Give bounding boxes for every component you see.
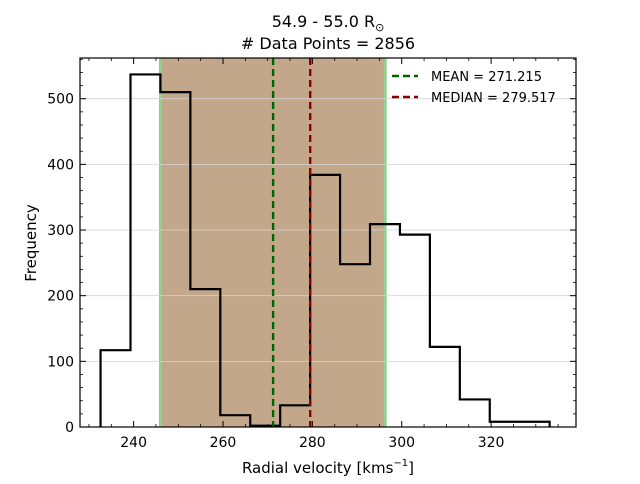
title-range: 54.9 - 55.0 R [272, 12, 375, 31]
x-tick-label: 300 [388, 435, 415, 451]
y-tick-label: 400 [47, 157, 74, 173]
y-tick-label: 0 [65, 420, 74, 436]
ticks-layer: 240 260 280 300 320 0 100 200 300 400 500 [47, 58, 576, 451]
y-tick-label: 300 [47, 223, 74, 239]
y-tick-label: 200 [47, 289, 74, 305]
chart-title-line1: 54.9 - 55.0 R⊙ [272, 12, 385, 34]
histogram-bin [400, 235, 430, 427]
x-axis-label: Radial velocity [kms−1] [242, 458, 414, 477]
x-tick-label: 280 [299, 435, 326, 451]
x-axis-label-sup: −1 [393, 458, 408, 469]
x-tick-label: 320 [478, 435, 505, 451]
legend-median-label: MEDIAN = 279.517 [431, 91, 556, 106]
y-tick-label: 100 [47, 354, 74, 370]
legend: MEAN = 271.215 MEDIAN = 279.517 [392, 70, 556, 106]
histogram-bin [460, 399, 490, 427]
legend-mean-label: MEAN = 271.215 [431, 70, 542, 85]
chart-title-line2: # Data Points = 2856 [241, 34, 415, 53]
plot-frame [79, 57, 577, 428]
sun-symbol: ⊙ [375, 21, 384, 34]
x-tick-label: 260 [210, 435, 237, 451]
x-axis-label-end: ] [408, 459, 414, 477]
stat-lines-layer [271, 58, 312, 427]
histogram-bin [130, 74, 160, 427]
histogram-bin [430, 347, 460, 427]
y-tick-label: 500 [47, 92, 74, 108]
y-axis-label: Frequency [22, 204, 40, 282]
x-axis-label-main: Radial velocity [kms [242, 459, 394, 477]
x-tick-label: 240 [120, 435, 147, 451]
